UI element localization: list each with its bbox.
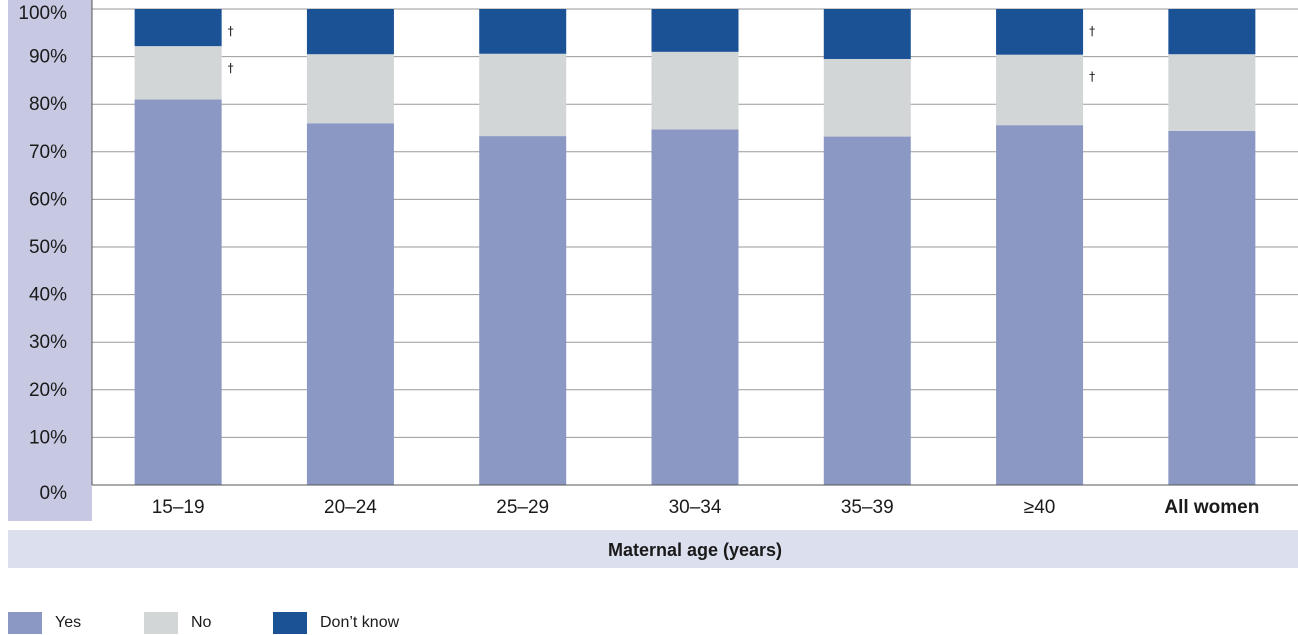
axes bbox=[91, 0, 1298, 486]
x-title-panel bbox=[8, 530, 1298, 568]
bar-segment-yes bbox=[823, 136, 911, 485]
legend-swatch-no bbox=[144, 612, 178, 634]
bar-segment-yes bbox=[996, 125, 1084, 486]
legend-swatch-dont-know bbox=[273, 612, 307, 634]
x-tick-label: 20–24 bbox=[324, 497, 377, 518]
legend: Yes No Don’t know bbox=[8, 611, 399, 635]
x-tick-labels: 15–19 20–24 25–29 30–34 35–39 ≥40 All women bbox=[152, 497, 1260, 518]
bar-segment-no bbox=[996, 54, 1084, 126]
annotation-dagger: † bbox=[1089, 24, 1095, 38]
legend-item-no: No bbox=[144, 612, 273, 634]
bar-segment-no bbox=[823, 58, 911, 137]
x-axis-title: Maternal age (years) bbox=[608, 540, 782, 560]
bar-segment-yes bbox=[306, 123, 394, 486]
y-axis-panel bbox=[8, 0, 92, 521]
bar-segment-yes bbox=[134, 99, 222, 485]
bar-segment-dont-know bbox=[306, 9, 394, 55]
y-tick-label: 80% bbox=[29, 94, 67, 115]
bar-segment-yes bbox=[479, 136, 567, 486]
x-tick-label: 25–29 bbox=[496, 497, 549, 518]
x-tick-label: 35–39 bbox=[841, 497, 894, 518]
y-tick-label: 20% bbox=[29, 380, 67, 401]
x-tick-label: 30–34 bbox=[669, 497, 722, 518]
y-tick-label: 90% bbox=[29, 47, 67, 68]
annotations: † † † † bbox=[228, 24, 1095, 84]
bar-segment-no bbox=[306, 54, 394, 124]
bar-segment-yes bbox=[1168, 130, 1256, 485]
y-tick-label: 0% bbox=[40, 483, 68, 504]
bar-segment-no bbox=[479, 53, 567, 137]
bar-segment-dont-know bbox=[134, 9, 222, 47]
legend-label-dont-know: Don’t know bbox=[320, 614, 400, 631]
y-tick-label: 50% bbox=[29, 237, 67, 258]
bar-segment-no bbox=[651, 51, 739, 130]
annotation-dagger: † bbox=[1089, 70, 1095, 84]
legend-label-no: No bbox=[191, 614, 212, 631]
y-tick-label: 10% bbox=[29, 427, 67, 448]
stacked-bar-chart: 0% 10% 20% 30% 40% 50% 60% 70% 80% 90% 100% 15–19 2… bbox=[8, 0, 1298, 568]
bar-segment-dont-know bbox=[1168, 9, 1256, 55]
y-tick-label: 60% bbox=[29, 189, 67, 210]
legend-swatch-yes bbox=[8, 612, 42, 634]
y-tick-labels: 0% 10% 20% 30% 40% 50% 60% 70% 80% 90% 100% bbox=[18, 3, 67, 504]
bar-segment-dont-know bbox=[651, 9, 739, 52]
bar-segment-dont-know bbox=[823, 9, 911, 59]
y-tick-label: 30% bbox=[29, 332, 67, 353]
bar-segment-dont-know bbox=[479, 9, 567, 54]
annotation-dagger: † bbox=[228, 24, 234, 38]
y-tick-label: 100% bbox=[18, 3, 67, 24]
x-tick-label: ≥40 bbox=[1024, 497, 1056, 518]
legend-label-yes: Yes bbox=[55, 614, 82, 631]
x-tick-label: All women bbox=[1164, 497, 1259, 518]
bar-segment-no bbox=[1168, 54, 1256, 131]
legend-item-dont-know: Don’t know bbox=[273, 612, 399, 634]
annotation-dagger: † bbox=[228, 61, 234, 75]
legend-item-yes: Yes bbox=[8, 612, 144, 634]
y-tick-label: 70% bbox=[29, 142, 67, 163]
bar-segment-dont-know bbox=[996, 9, 1084, 55]
x-tick-label: 15–19 bbox=[152, 497, 205, 518]
y-tick-label: 40% bbox=[29, 285, 67, 306]
bar-segment-no bbox=[134, 46, 222, 100]
bar-segment-yes bbox=[651, 129, 739, 486]
bars bbox=[134, 9, 1256, 486]
